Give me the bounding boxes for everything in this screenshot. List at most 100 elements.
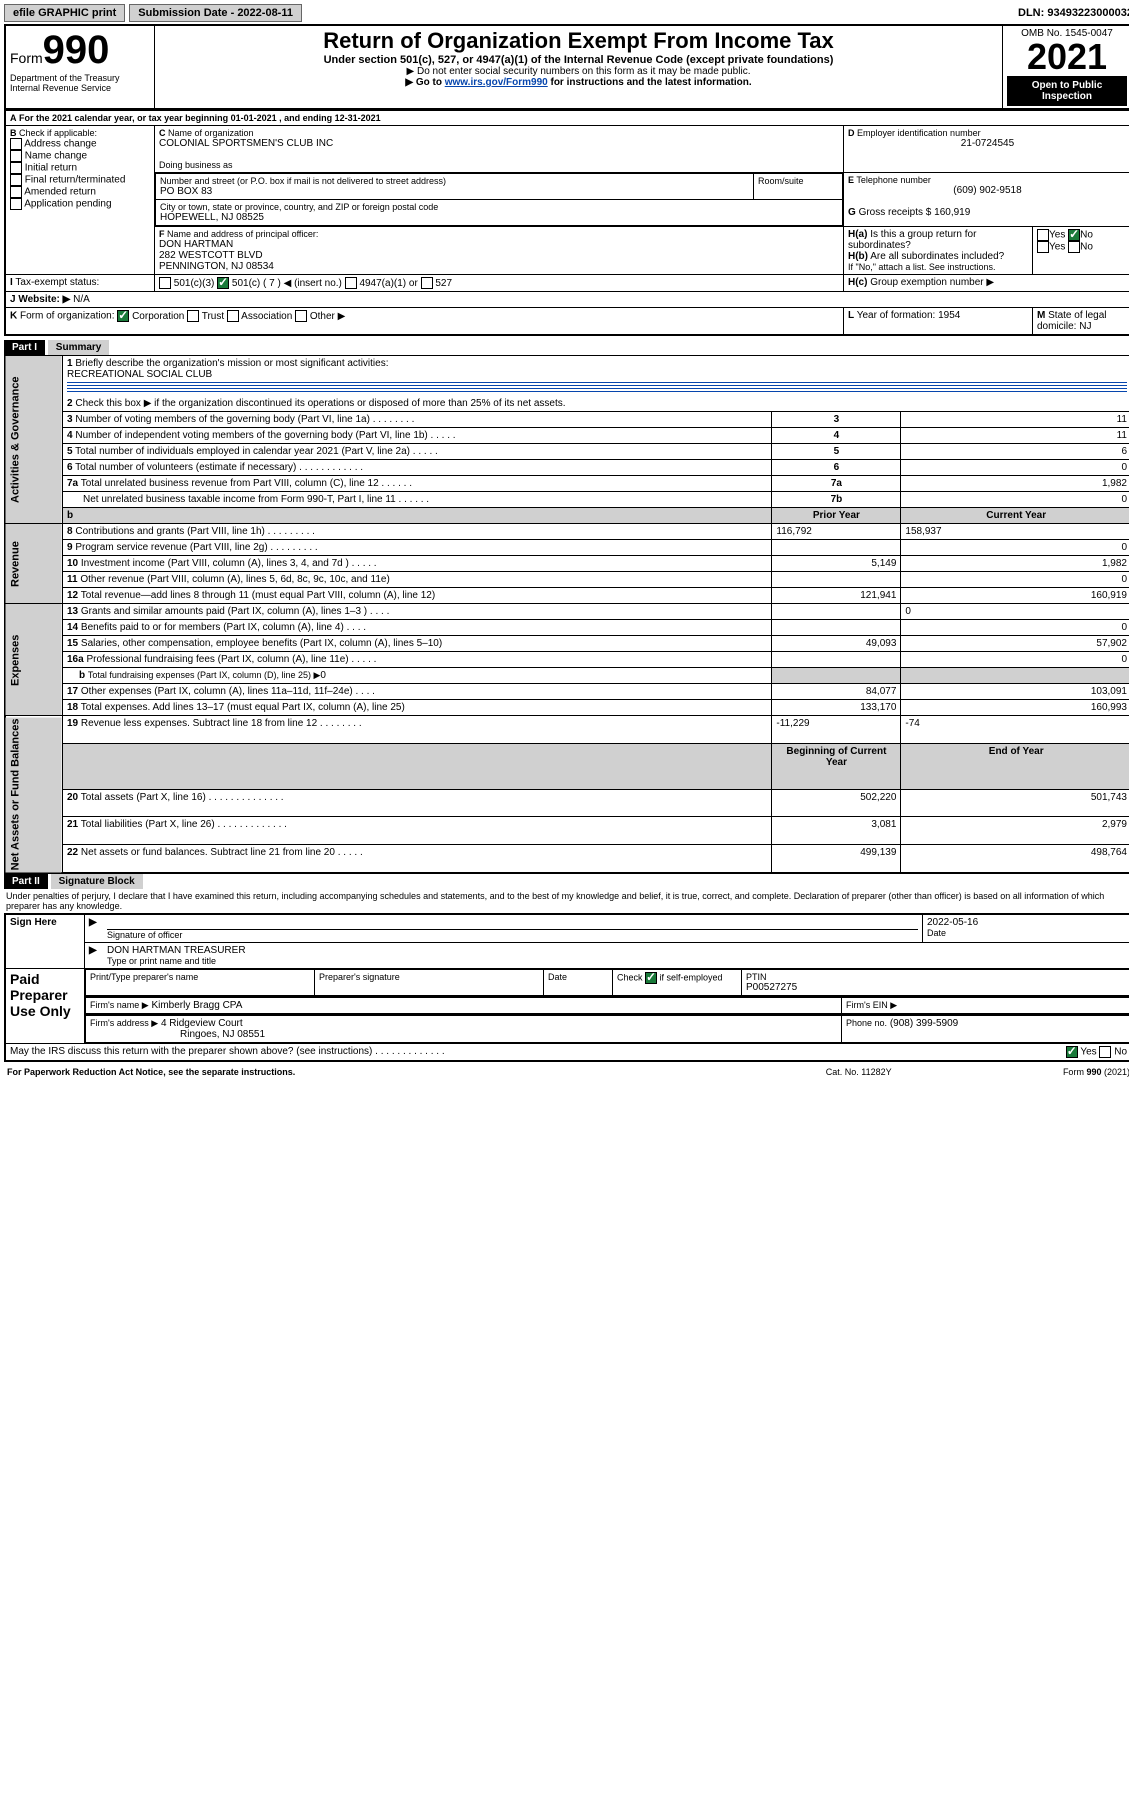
open-inspection: Open to Public Inspection [1007, 75, 1127, 106]
l13-p [772, 604, 901, 620]
ha-yes-no[interactable]: Yes No [1037, 229, 1127, 241]
ptin-value: P00527275 [746, 982, 1126, 993]
tax-year: 2021 [1007, 39, 1127, 75]
l8-c: 158,937 [901, 524, 1129, 540]
l4-text: Number of independent voting members of … [75, 430, 427, 441]
phone-value: (609) 902-9518 [848, 185, 1127, 196]
mission-text: RECREATIONAL SOCIAL CLUB [67, 369, 212, 380]
chk-trust[interactable]: Trust [187, 311, 224, 322]
chk-amended[interactable]: Amended return [10, 186, 150, 198]
entity-info-table: A For the 2021 calendar year, or tax yea… [4, 110, 1129, 336]
check-self[interactable]: Check if self-employed [617, 972, 737, 984]
l13-text: Grants and similar amounts paid (Part IX… [81, 606, 367, 617]
may-irs-yesno[interactable]: Yes No [1066, 1046, 1127, 1058]
l16a-p [772, 652, 901, 668]
org-name-label: Name of organization [168, 128, 254, 138]
l19-c: -74 [901, 716, 1129, 744]
l16a-c: 0 [901, 652, 1129, 668]
l17-text: Other expenses (Part IX, column (A), lin… [81, 686, 353, 697]
gross-value: 160,919 [934, 207, 970, 218]
firm-phone-label: Phone no. [846, 1018, 887, 1028]
ein-value: 21-0724545 [848, 138, 1127, 149]
l10-text: Investment income (Part VIII, column (A)… [81, 558, 349, 569]
chk-501c3[interactable]: 501(c)(3) [159, 278, 214, 289]
officer-name: DON HARTMAN [159, 239, 839, 250]
form-header-table: Form990 Department of the Treasury Inter… [4, 24, 1129, 110]
firm-addr-label: Firm's address ▶ [90, 1018, 158, 1028]
hb-yes-no[interactable]: Yes No [1037, 241, 1127, 253]
l16a-text: Professional fundraising fees (Part IX, … [86, 654, 348, 665]
l5-val: 6 [901, 444, 1129, 460]
chk-527[interactable]: 527 [421, 278, 452, 289]
officer-city: PENNINGTON, NJ 08534 [159, 261, 839, 272]
typed-name: DON HARTMAN TREASURER [107, 945, 1127, 956]
chk-4947[interactable]: 4947(a)(1) or [345, 278, 418, 289]
l22-p: 499,139 [772, 844, 901, 872]
prep-date-label: Date [548, 972, 608, 982]
l14-c: 0 [901, 620, 1129, 636]
firm-name-label: Firm's name ▶ [90, 1000, 149, 1010]
summary-table: Activities & Governance 1 Briefly descri… [4, 355, 1129, 874]
chk-address[interactable]: Address change [10, 138, 150, 150]
firm-city: Ringoes, NJ 08551 [90, 1029, 265, 1040]
l3-val: 11 [901, 412, 1129, 428]
room-label: Room/suite [754, 174, 843, 200]
l20-c: 501,743 [901, 789, 1129, 817]
l12-c: 160,919 [901, 588, 1129, 604]
section-expenses: Expenses [5, 604, 63, 716]
city-value: HOPEWELL, NJ 08525 [160, 212, 838, 223]
section-netassets: Net Assets or Fund Balances [5, 716, 63, 873]
col-end: End of Year [901, 743, 1129, 789]
form-title: Return of Organization Exempt From Incom… [159, 28, 998, 54]
l22-c: 498,764 [901, 844, 1129, 872]
subtitle-3: ▶ Go to www.irs.gov/Form990 for instruct… [159, 77, 998, 88]
part1-header: Part I Summary [4, 340, 1129, 355]
ha-label: Is this a group return for subordinates? [848, 229, 976, 251]
chk-pending[interactable]: Application pending [10, 198, 150, 210]
col-beg: Beginning of Current Year [772, 743, 901, 789]
prep-sig-label: Preparer's signature [319, 972, 539, 982]
l15-p: 49,093 [772, 636, 901, 652]
l14-text: Benefits paid to or for members (Part IX… [81, 622, 344, 633]
form990-link[interactable]: www.irs.gov/Form990 [445, 77, 548, 88]
l3-text: Number of voting members of the governin… [75, 414, 370, 425]
l6-val: 0 [901, 460, 1129, 476]
form-number: Form990 [10, 28, 150, 73]
chk-corp[interactable]: Corporation [117, 311, 184, 322]
l15-c: 57,902 [901, 636, 1129, 652]
col-curr: Current Year [901, 508, 1129, 524]
sig-officer-label: Signature of officer [107, 930, 918, 940]
l18-c: 160,993 [901, 700, 1129, 716]
l10-c: 1,982 [901, 556, 1129, 572]
l7a-text: Total unrelated business revenue from Pa… [81, 478, 379, 489]
l9-p [772, 540, 901, 556]
l16b-text: Total fundraising expenses (Part IX, col… [88, 670, 321, 680]
tax-status-label: Tax-exempt status: [15, 277, 99, 288]
chk-final[interactable]: Final return/terminated [10, 174, 150, 186]
chk-name[interactable]: Name change [10, 150, 150, 162]
l7b-text: Net unrelated business taxable income fr… [83, 494, 396, 505]
efile-button[interactable]: efile GRAPHIC print [4, 4, 125, 22]
section-governance: Activities & Governance [5, 356, 63, 524]
chk-initial[interactable]: Initial return [10, 162, 150, 174]
chk-other[interactable]: Other ▶ [295, 311, 345, 322]
dln: DLN: 93493223000032 [1018, 7, 1129, 19]
org-name: COLONIAL SPORTSMEN'S CLUB INC [159, 138, 839, 149]
irs-label: Internal Revenue Service [10, 83, 150, 93]
paid-preparer-label: Paid Preparer Use Only [5, 968, 85, 1043]
year-form-value: 1954 [938, 310, 960, 321]
chk-assoc[interactable]: Association [227, 311, 292, 322]
phone-label: Telephone number [856, 175, 931, 185]
l5-text: Total number of individuals employed in … [75, 446, 410, 457]
firm-ein-label: Firm's EIN ▶ [846, 1000, 897, 1010]
addr-label: Number and street (or P.O. box if mail i… [160, 176, 749, 186]
part2-header: Part II Signature Block [4, 874, 1129, 889]
check-if-label: Check if applicable: [19, 128, 97, 138]
firm-addr: 4 Ridgeview Court [161, 1018, 243, 1029]
l12-text: Total revenue—add lines 8 through 11 (mu… [81, 590, 435, 601]
l21-p: 3,081 [772, 817, 901, 845]
chk-501c[interactable]: 501(c) ( 7 ) ◀ (insert no.) [217, 278, 342, 289]
l8-text: Contributions and grants (Part VIII, lin… [75, 526, 265, 537]
l19-text: Revenue less expenses. Subtract line 18 … [81, 718, 317, 729]
website-label: Website: ▶ [18, 294, 70, 305]
